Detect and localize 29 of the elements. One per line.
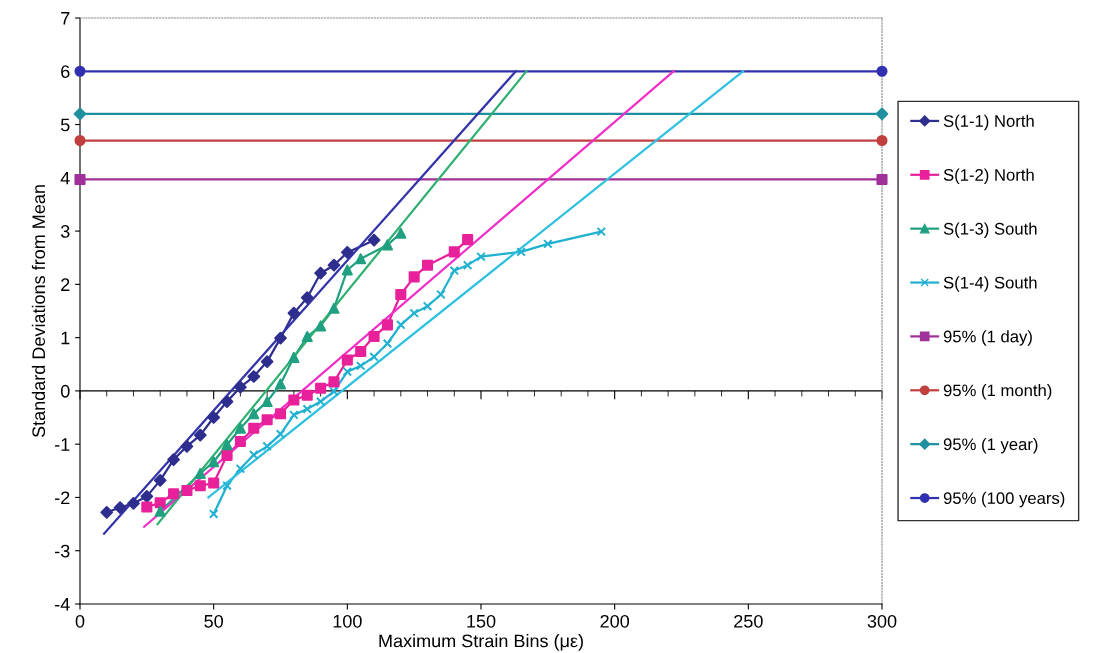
y-tick-label: -4 xyxy=(55,598,70,611)
x-tick-label: 200 xyxy=(600,614,630,628)
y-tick-label: 3 xyxy=(60,225,70,238)
x-tick-label: 250 xyxy=(734,614,763,628)
legend-label: 95% (100 years) xyxy=(943,491,1065,508)
y-tick-label: -2 xyxy=(55,491,70,504)
y-tick-label: 7 xyxy=(61,12,70,25)
y-tick-label: -3 xyxy=(55,544,70,558)
y-tick-label: -1 xyxy=(55,438,70,451)
legend-label: S(1-4) South xyxy=(943,276,1037,292)
y-axis-title: Standard Deviations from Mean xyxy=(31,185,46,438)
y-tick-label: 0 xyxy=(60,384,70,398)
y-tick-label: 1 xyxy=(61,331,70,345)
x-tick-label: 150 xyxy=(467,614,496,628)
y-tick-label: 6 xyxy=(61,65,70,78)
legend-label: 95% (1 month) xyxy=(943,384,1052,400)
y-tick-label: 2 xyxy=(61,278,70,291)
y-tick-label: 5 xyxy=(60,118,70,132)
x-tick-label: 50 xyxy=(204,614,223,628)
legend-label: 95% (1 day) xyxy=(943,330,1032,346)
x-axis-title: Maximum Strain Bins (με) xyxy=(379,634,583,651)
x-tick-label: 100 xyxy=(333,614,362,628)
y-tick-label: 4 xyxy=(60,171,70,185)
x-tick-label: 300 xyxy=(867,614,897,628)
legend-label: 95% (1 year) xyxy=(943,437,1038,454)
legend-label: S(1-2) North xyxy=(943,168,1034,185)
x-tick-label: 0 xyxy=(75,614,85,628)
legend-label: S(1-1) North xyxy=(943,114,1034,131)
legend-label: S(1-3) South xyxy=(943,222,1037,238)
